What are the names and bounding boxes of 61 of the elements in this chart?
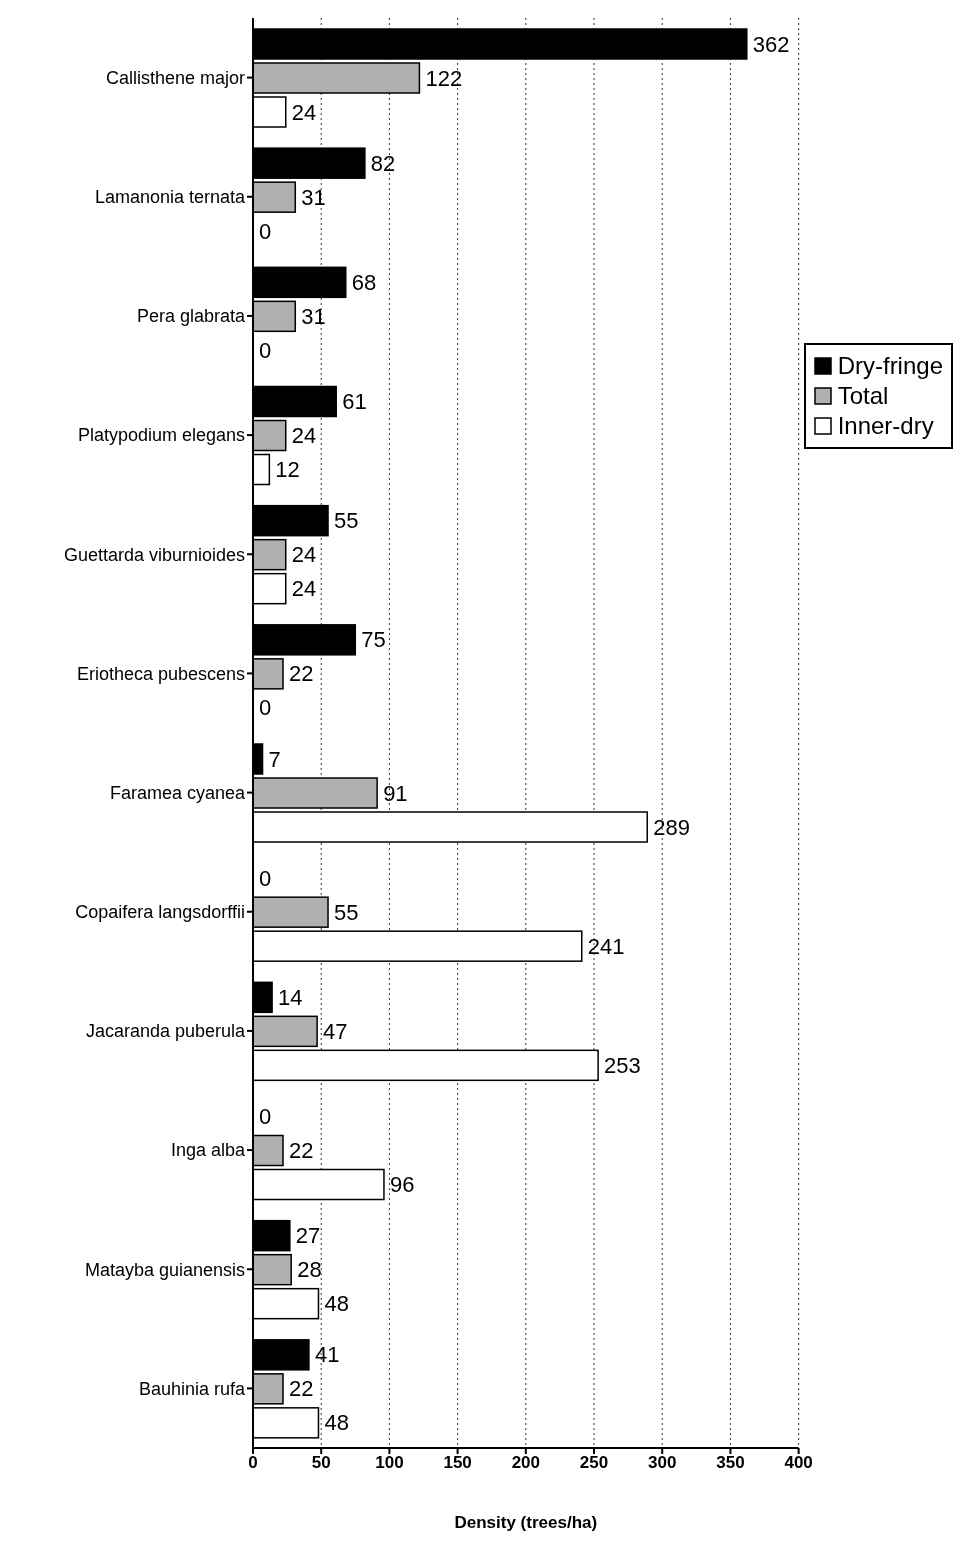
data-label: 27 [295,1223,321,1249]
data-label: 289 [653,814,690,840]
data-label: 48 [324,1291,349,1317]
data-label: 61 [342,389,367,414]
data-label: 253 [604,1052,641,1078]
data-label: 82 [370,150,396,176]
data-label: 24 [291,576,317,602]
data-label: 24 [291,542,317,568]
legend-label: Total [837,381,889,411]
data-label: 241 [587,933,625,959]
x-tick-label: 150 [443,1453,472,1473]
data-label: 0 [259,218,272,244]
data-label: 55 [334,508,359,534]
data-label: 0 [259,337,272,363]
y-tick-label: Faramea cyanea [109,782,246,803]
data-label: 14 [278,984,303,1010]
data-label: 362 [752,31,790,57]
data-label: 48 [324,1410,349,1436]
data-label: 7 [268,746,281,772]
data-label: 31 [301,184,326,210]
data-label: 28 [297,1257,322,1283]
data-label: 0 [259,865,272,891]
x-tick-label: 300 [648,1453,677,1473]
x-tick-label: 100 [375,1453,404,1473]
data-label: 0 [259,695,272,721]
y-tick-label: Copaifera langsdorffii [75,902,245,923]
legend-label: Inner-dry [837,411,934,441]
data-label: 55 [334,899,359,925]
data-label: 24 [291,99,317,125]
x-tick-label: 400 [784,1453,813,1473]
y-tick-label: Lamanonia ternata [94,187,246,208]
y-tick-label: Guettarda viburnioides [63,544,245,565]
data-label: 122 [425,65,463,91]
data-label: 22 [289,1376,314,1402]
y-tick-label: Platypodium elegans [77,425,245,446]
x-tick-label: 350 [716,1453,745,1473]
data-label: 24 [291,423,317,448]
x-tick-label: 0 [248,1453,258,1473]
y-tick-label: Eriotheca pubescens [76,663,245,684]
data-label: 91 [383,780,408,806]
y-tick-label: Jacaranda puberula [85,1021,246,1042]
data-label: 12 [275,457,300,482]
y-tick-label: Matayba guianensis [84,1259,245,1280]
y-tick-label: Callisthene major [105,67,245,88]
y-tick-label: Pera glabrata [136,306,246,327]
data-label: 22 [289,661,314,687]
data-label: 75 [361,627,386,653]
x-axis-title: Density (trees/ha) [454,1513,598,1532]
x-tick-label: 50 [311,1453,331,1473]
data-label: 0 [259,1104,272,1129]
data-label: 22 [289,1138,314,1163]
data-label: 68 [351,269,377,295]
y-tick-label: Bauhinia rufa [138,1378,246,1399]
legend-label: Dry-fringe [837,351,943,381]
x-tick-label: 200 [511,1453,541,1473]
x-tick-label: 250 [579,1453,609,1473]
data-label: 96 [389,1172,415,1197]
y-tick-label: Inga alba [170,1140,246,1161]
data-label: 31 [301,303,326,329]
data-label: 41 [314,1342,340,1368]
data-label: 47 [323,1018,348,1044]
